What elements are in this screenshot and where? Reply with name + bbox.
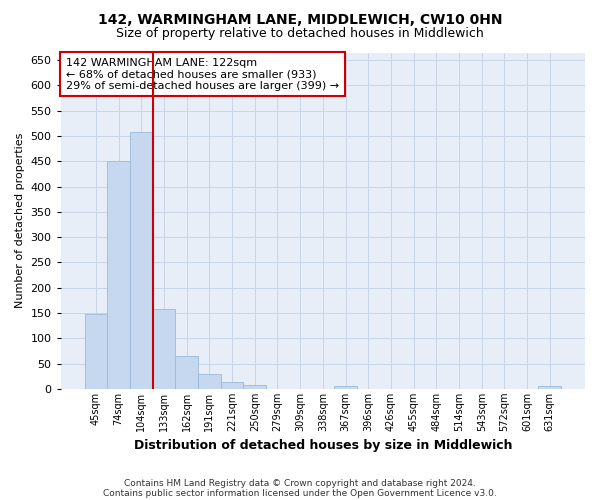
- Text: Size of property relative to detached houses in Middlewich: Size of property relative to detached ho…: [116, 28, 484, 40]
- Bar: [85, 314, 107, 389]
- Text: Contains public sector information licensed under the Open Government Licence v3: Contains public sector information licen…: [103, 488, 497, 498]
- Bar: [334, 386, 357, 389]
- Bar: [221, 382, 244, 389]
- X-axis label: Distribution of detached houses by size in Middlewich: Distribution of detached houses by size …: [134, 440, 512, 452]
- Bar: [198, 374, 221, 389]
- Text: 142, WARMINGHAM LANE, MIDDLEWICH, CW10 0HN: 142, WARMINGHAM LANE, MIDDLEWICH, CW10 0…: [98, 12, 502, 26]
- Bar: [130, 132, 152, 389]
- Bar: [107, 162, 130, 389]
- Bar: [175, 356, 198, 389]
- Text: 142 WARMINGHAM LANE: 122sqm
← 68% of detached houses are smaller (933)
29% of se: 142 WARMINGHAM LANE: 122sqm ← 68% of det…: [66, 58, 339, 90]
- Text: Contains HM Land Registry data © Crown copyright and database right 2024.: Contains HM Land Registry data © Crown c…: [124, 478, 476, 488]
- Bar: [538, 386, 561, 389]
- Y-axis label: Number of detached properties: Number of detached properties: [15, 133, 25, 308]
- Bar: [152, 309, 175, 389]
- Bar: [244, 385, 266, 389]
